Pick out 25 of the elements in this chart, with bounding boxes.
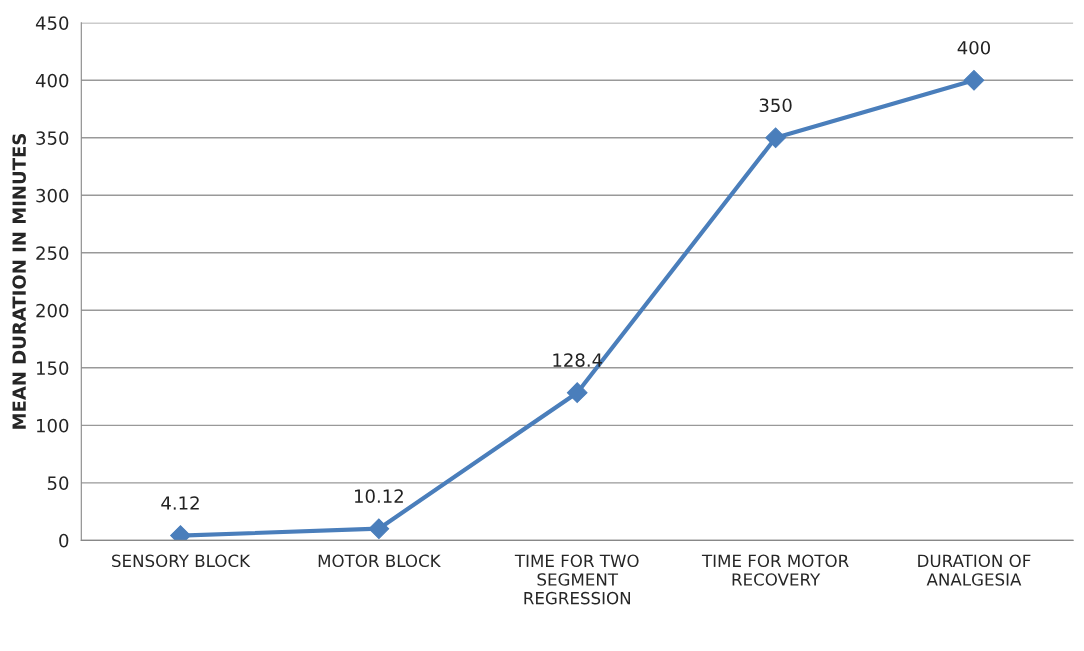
y-tick-label: 150: [37, 361, 69, 375]
y-tick-label: 300: [36, 188, 69, 203]
x-tick-label: SENSORY BLOCK: [112, 554, 251, 568]
x-tick-label: TIME FOR TWO SEGMENT REGRESSION: [514, 554, 639, 605]
y-tick-label: 50: [47, 476, 69, 490]
y-axis-title: MEAN DURATION IN MINUTES: [12, 133, 26, 429]
y-tick-label: 100: [37, 418, 69, 433]
y-tick-label: 200: [36, 303, 69, 318]
y-tick-label: 350: [36, 131, 69, 145]
point: [566, 382, 588, 403]
point: [765, 127, 786, 149]
y-tick-label: 400: [35, 73, 69, 88]
x-tick-label: MOTOR BLOCK: [318, 554, 441, 568]
point: [963, 69, 985, 91]
y-tick-label: 0: [59, 533, 69, 548]
data-label: 128.4: [553, 353, 603, 367]
y-tick-label: 450: [35, 16, 69, 30]
data-label: 350: [759, 98, 792, 113]
data-label: 400: [957, 40, 991, 55]
x-tick-label: TIME FOR MOTOR RECOVERY: [701, 554, 849, 586]
data-label: 10.12: [355, 489, 403, 503]
point: [368, 518, 390, 540]
x-tick-label: DURATION OF ANALGESIA: [918, 554, 1031, 586]
data-label: 4.12: [161, 496, 199, 510]
y-tick-label: 250: [36, 246, 69, 260]
